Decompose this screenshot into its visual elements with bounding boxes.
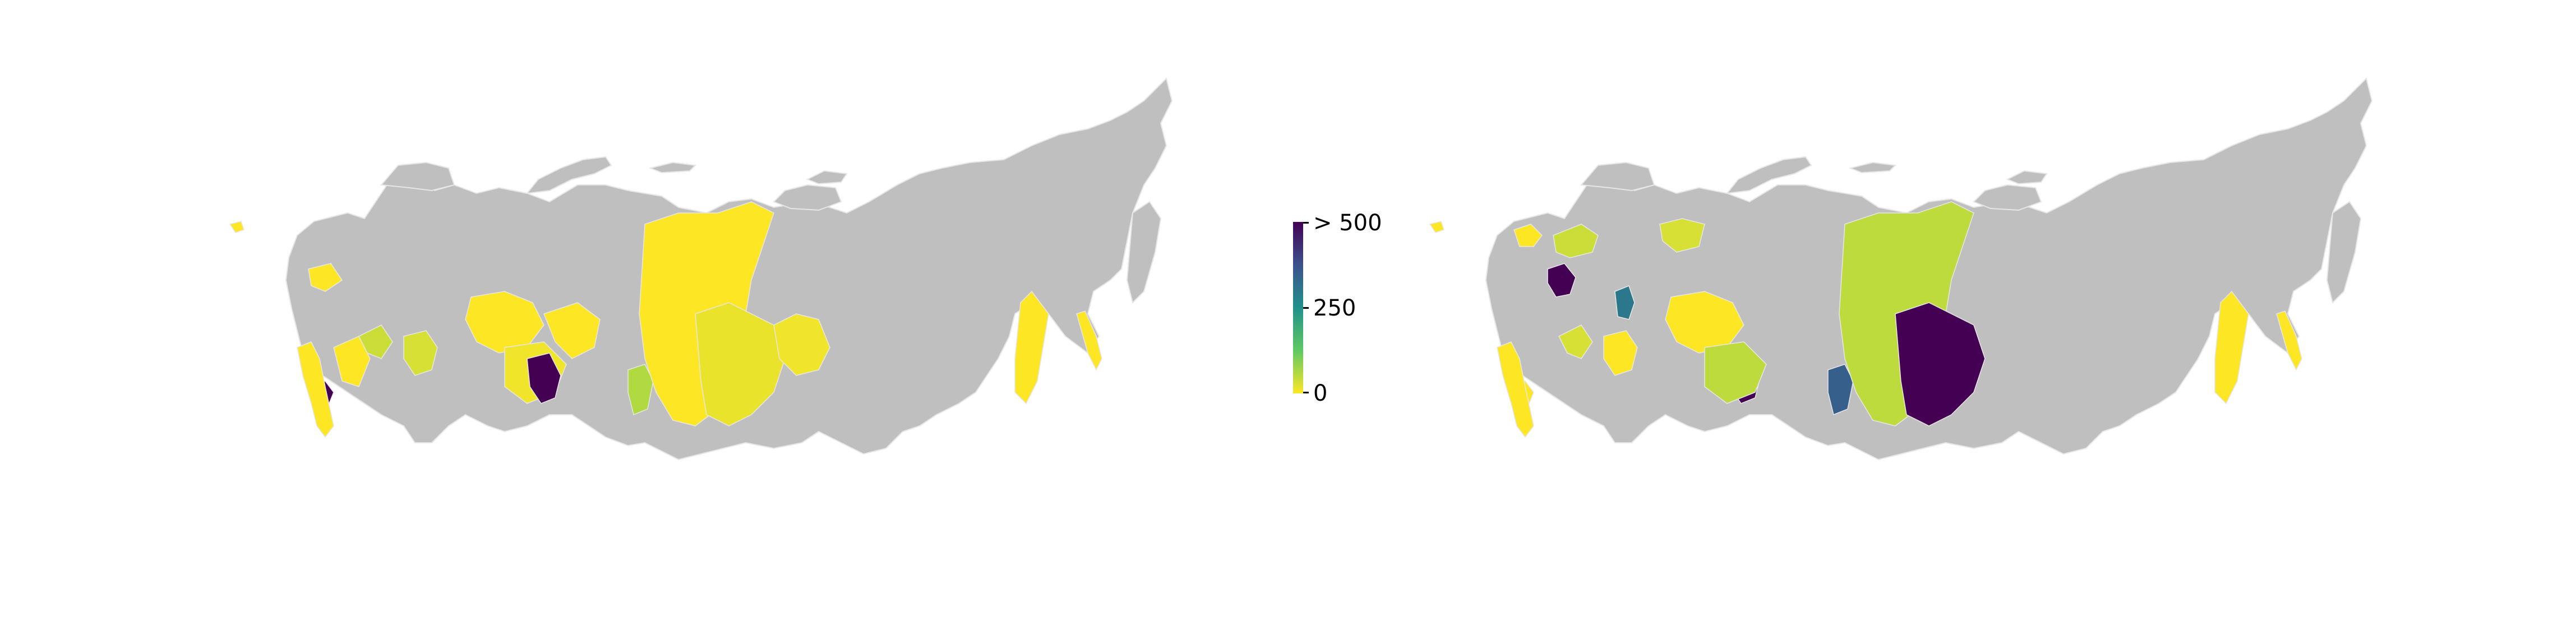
taymyr-north xyxy=(1973,184,2042,211)
region-northwest-1 xyxy=(1553,224,1599,258)
region-yamal xyxy=(1659,218,1705,253)
region-northwest-2 xyxy=(1513,224,1543,247)
region-kaliningrad xyxy=(229,221,244,233)
region-tomsk xyxy=(543,302,601,359)
region-novosibirsk-area xyxy=(1704,341,1767,404)
region-sakhalin xyxy=(2276,310,2302,371)
region-sakhalin xyxy=(1076,310,1102,371)
region-fills xyxy=(1429,201,2302,438)
colorbar-tick-bottom xyxy=(1303,392,1309,393)
region-black-sea-coast xyxy=(297,341,334,438)
novaya-zemlya xyxy=(525,156,612,194)
region-volga-south xyxy=(333,336,371,387)
region-irkutsk xyxy=(1895,302,1986,426)
region-primorye xyxy=(1014,290,1049,405)
colorbar: > 500 250 0 xyxy=(1293,212,1461,407)
colorbar-label-min: 0 xyxy=(1313,381,1328,406)
north-islands-2 xyxy=(648,161,697,174)
region-perm xyxy=(1614,285,1635,320)
colorbar-tick-mid xyxy=(1303,307,1309,309)
region-fills xyxy=(229,201,1102,438)
region-black-sea-coast xyxy=(1497,341,1534,438)
region-central-small-1 xyxy=(308,263,343,292)
region-central-small-2 xyxy=(358,324,393,359)
north-islands-1 xyxy=(2006,170,2048,185)
region-kemerovo xyxy=(627,364,654,416)
taymyr-north xyxy=(773,184,842,211)
region-central-small-2 xyxy=(1558,324,1593,359)
region-urals-south xyxy=(403,330,438,376)
region-primorye xyxy=(2214,290,2249,405)
colorbar-tick-top xyxy=(1303,222,1309,224)
region-kaliningrad xyxy=(1429,221,1444,233)
choropleth-map-left xyxy=(229,77,1173,461)
kola-peninsula xyxy=(1580,161,1655,192)
kamchatka xyxy=(2326,201,2362,304)
colorbar-label-max: > 500 xyxy=(1313,210,1382,236)
region-moscow-area xyxy=(1547,263,1576,298)
north-islands-1 xyxy=(806,170,848,185)
colorbar-gradient xyxy=(1293,222,1303,393)
choropleth-map-right xyxy=(1429,77,2373,461)
north-islands-2 xyxy=(1848,161,1897,174)
region-yakutia-south xyxy=(773,313,830,376)
region-altai-west xyxy=(527,352,561,404)
region-kemerovo xyxy=(1827,364,1854,416)
colorbar-label-mid: 250 xyxy=(1313,295,1356,321)
region-urals-south xyxy=(1603,330,1638,376)
kola-peninsula xyxy=(380,161,455,192)
kamchatka xyxy=(1126,201,1162,304)
novaya-zemlya xyxy=(1725,156,1812,194)
region-irkutsk xyxy=(695,302,786,426)
